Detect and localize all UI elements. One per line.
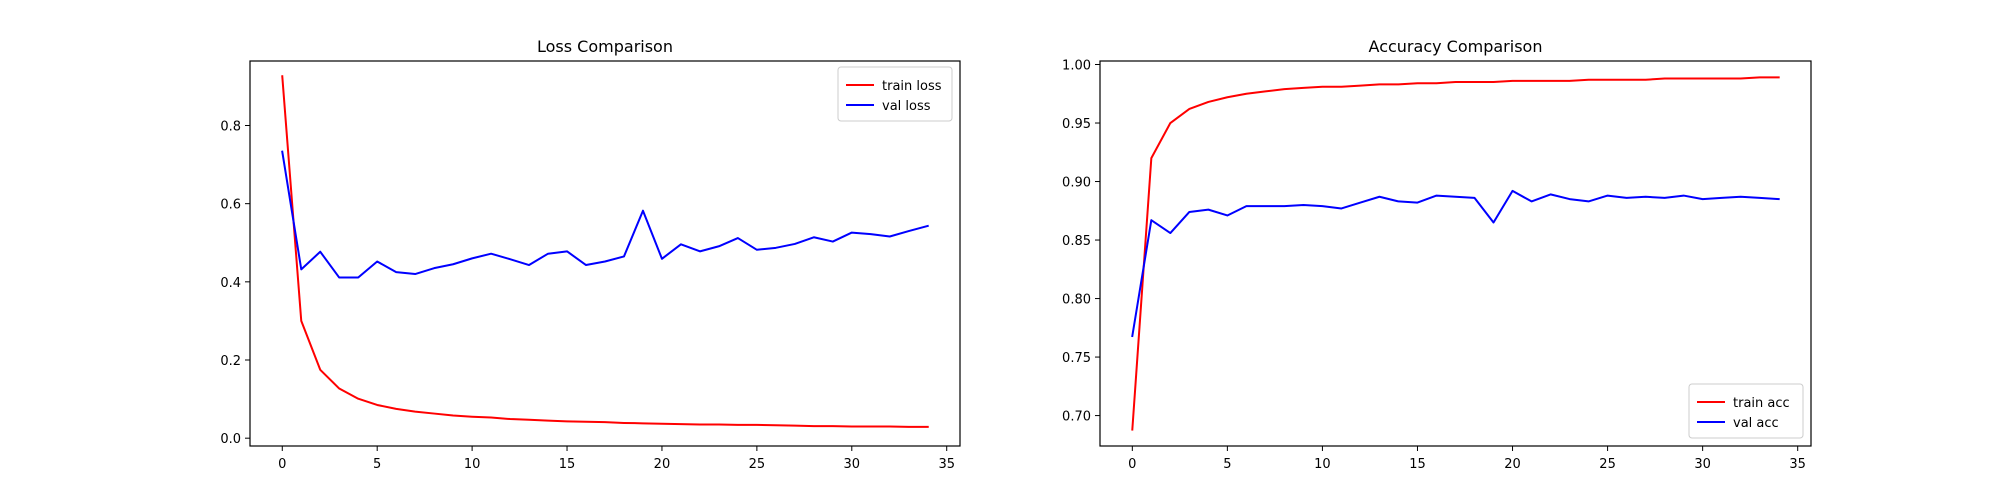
axes-frame (249, 60, 961, 447)
train-acc-series-line: train acc (1131, 76, 1780, 431)
legend-label: val loss (882, 99, 931, 114)
x-tick-label: 15 (1409, 457, 1426, 472)
x-tick-label: 30 (1694, 457, 1711, 472)
legend-label: train loss (882, 79, 942, 94)
x-tick-label: 0 (278, 457, 286, 472)
y-tick-label: 0.4 (220, 276, 241, 291)
x-tick-label: 10 (1314, 457, 1331, 472)
x-tick-label: 35 (1789, 457, 1806, 472)
x-tick-label: 25 (1599, 457, 1616, 472)
y-tick-label: 0.70 (1062, 410, 1091, 425)
y-tick-label: 0.75 (1062, 351, 1091, 366)
x-tick-label: 0 (1128, 457, 1136, 472)
x-tick-label: 5 (1223, 457, 1231, 472)
legend-label: train acc (1733, 396, 1790, 411)
x-tick-label: 35 (938, 457, 955, 472)
y-tick-label: 1.00 (1062, 59, 1091, 74)
x-tick-label: 30 (844, 457, 861, 472)
chart-legend: train loss val loss (837, 66, 953, 122)
axes-frame (1099, 60, 1812, 447)
x-tick-label: 20 (654, 457, 671, 472)
x-tick-label: 25 (749, 457, 766, 472)
x-tick-label: 20 (1504, 457, 1521, 472)
x-tick-label: 15 (559, 457, 576, 472)
y-tick-label: 0.6 (220, 198, 241, 213)
x-tick-label: 5 (373, 457, 381, 472)
y-tick-label: 0.80 (1062, 293, 1091, 308)
val-loss-series-line: val loss (281, 150, 929, 279)
y-tick-label: 0.90 (1062, 176, 1091, 191)
legend-box (1688, 383, 1804, 439)
chart-title: Accuracy Comparison (1369, 37, 1543, 56)
y-tick-label: 0.0 (220, 432, 241, 447)
y-tick-label: 0.85 (1062, 234, 1091, 249)
y-tick-label: 0.95 (1062, 117, 1091, 132)
y-tick-label: 0.8 (220, 119, 241, 134)
x-tick-label: 10 (464, 457, 481, 472)
chart-title: Loss Comparison (537, 37, 673, 56)
y-tick-label: 0.2 (220, 354, 241, 369)
train-loss-series-line: train loss (281, 75, 929, 428)
chart-legend: train acc val acc (1688, 383, 1804, 439)
val-acc-series-line: val acc (1131, 189, 1780, 338)
legend-box (837, 66, 953, 122)
legend-label: val acc (1733, 416, 1779, 431)
